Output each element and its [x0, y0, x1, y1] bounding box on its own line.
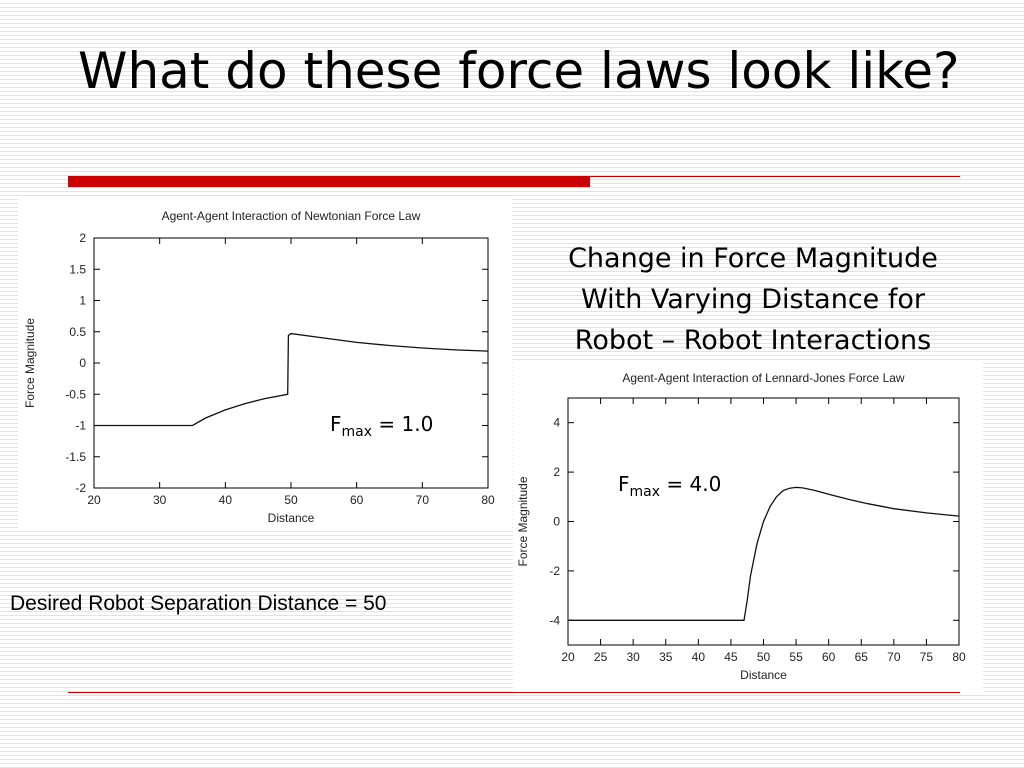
chart-title: Agent-Agent Interaction of Lennard-Jones… [622, 371, 905, 385]
x-tick-label: 40 [692, 650, 706, 664]
description-line-3: Robot – Robot Interactions [574, 325, 932, 356]
x-tick-label: 80 [481, 493, 495, 507]
chart-newtonian-panel: Agent-Agent Interaction of Newtonian For… [18, 196, 512, 528]
y-axis-label: Force Magnitude [23, 318, 37, 408]
x-tick-label: 70 [887, 650, 901, 664]
x-tick-label: 35 [659, 650, 673, 664]
chart-newtonian: Agent-Agent Interaction of Newtonian For… [23, 209, 495, 525]
fmax-label-newtonian: Fmax = 1.0 [330, 412, 433, 440]
x-tick-label: 50 [757, 650, 771, 664]
fmax-label-lennard-jones: Fmax = 4.0 [618, 472, 721, 500]
x-tick-label: 75 [920, 650, 934, 664]
y-tick-label: 0 [79, 356, 86, 370]
x-tick-label: 60 [822, 650, 836, 664]
title-underline-bar [68, 176, 590, 187]
y-tick-label: -4 [549, 613, 560, 627]
y-tick-label: -1 [75, 419, 86, 433]
fmax-prefix: F [618, 472, 630, 496]
y-tick-label: 0 [553, 515, 560, 529]
fmax-subscript: max [341, 424, 373, 440]
fmax-value: = 4.0 [660, 472, 722, 496]
y-tick-label: 4 [553, 416, 560, 430]
y-tick-label: -2 [75, 481, 86, 495]
x-tick-label: 20 [87, 493, 101, 507]
x-axis-label: Distance [268, 511, 315, 525]
description-line-2: With Varying Distance for [581, 284, 925, 315]
fmax-prefix: F [330, 412, 342, 436]
x-axis-label: Distance [740, 668, 787, 682]
x-tick-label: 25 [594, 650, 608, 664]
footnote: Desired Robot Separation Distance = 50 [10, 592, 387, 615]
y-tick-label: -2 [549, 564, 560, 578]
chart-title: Agent-Agent Interaction of Newtonian For… [162, 209, 421, 223]
y-tick-label: 0.5 [69, 325, 86, 339]
plot-frame [93, 237, 489, 489]
x-tick-label: 55 [789, 650, 803, 664]
slide-title: What do these force laws look like? [78, 42, 960, 100]
fmax-subscript: max [629, 484, 661, 500]
x-tick-label: 50 [284, 493, 298, 507]
y-axis-label: Force Magnitude [516, 476, 530, 566]
series-line [94, 332, 489, 427]
x-tick-label: 60 [350, 493, 364, 507]
x-tick-label: 20 [561, 650, 575, 664]
x-tick-label: 40 [219, 493, 233, 507]
chart-lennard-jones-panel: Agent-Agent Interaction of Lennard-Jones… [513, 360, 983, 692]
y-tick-label: -1.5 [65, 450, 86, 464]
x-tick-label: 80 [952, 650, 966, 664]
series-line [568, 486, 960, 621]
x-tick-label: 65 [855, 650, 869, 664]
y-tick-label: 2 [553, 465, 560, 479]
y-tick-label: -0.5 [65, 387, 86, 401]
y-tick-label: 1 [79, 294, 86, 308]
x-tick-label: 30 [153, 493, 167, 507]
x-tick-label: 30 [626, 650, 640, 664]
y-tick-label: 1.5 [69, 262, 86, 276]
fmax-value: = 1.0 [372, 412, 434, 436]
title-underline-thin [590, 176, 960, 177]
x-tick-label: 45 [724, 650, 738, 664]
description-line-1: Change in Force Magnitude [568, 243, 938, 274]
x-tick-label: 70 [416, 493, 430, 507]
chart-description: Change in Force Magnitude With Varying D… [508, 238, 998, 361]
y-tick-label: 2 [79, 231, 86, 245]
chart-lennard-jones: Agent-Agent Interaction of Lennard-Jones… [516, 371, 966, 682]
footer-rule [68, 692, 960, 693]
